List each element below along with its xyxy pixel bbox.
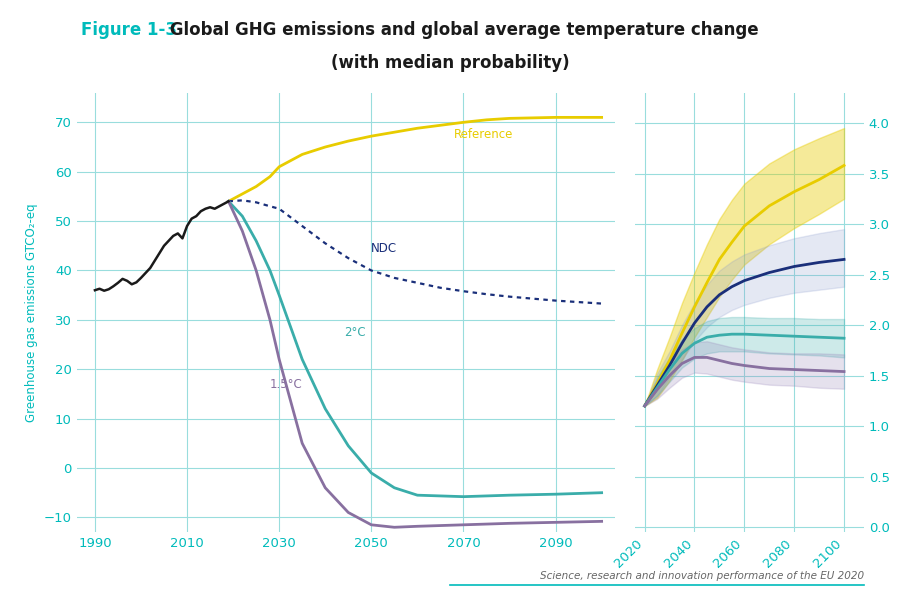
Y-axis label: Greenhouse gas emissions GTCO₂-eq: Greenhouse gas emissions GTCO₂-eq — [25, 203, 38, 422]
Text: Global GHG emissions and global average temperature change: Global GHG emissions and global average … — [164, 21, 759, 39]
Text: Figure 1-3: Figure 1-3 — [81, 21, 177, 39]
Text: 2°C: 2°C — [344, 326, 365, 338]
Text: Science, research and innovation performance of the EU 2020: Science, research and innovation perform… — [540, 571, 864, 581]
Text: NDC: NDC — [372, 242, 398, 255]
Text: Reference: Reference — [454, 128, 514, 141]
Text: 1.5°C: 1.5°C — [270, 377, 302, 390]
Text: (with median probability): (with median probability) — [330, 54, 570, 72]
